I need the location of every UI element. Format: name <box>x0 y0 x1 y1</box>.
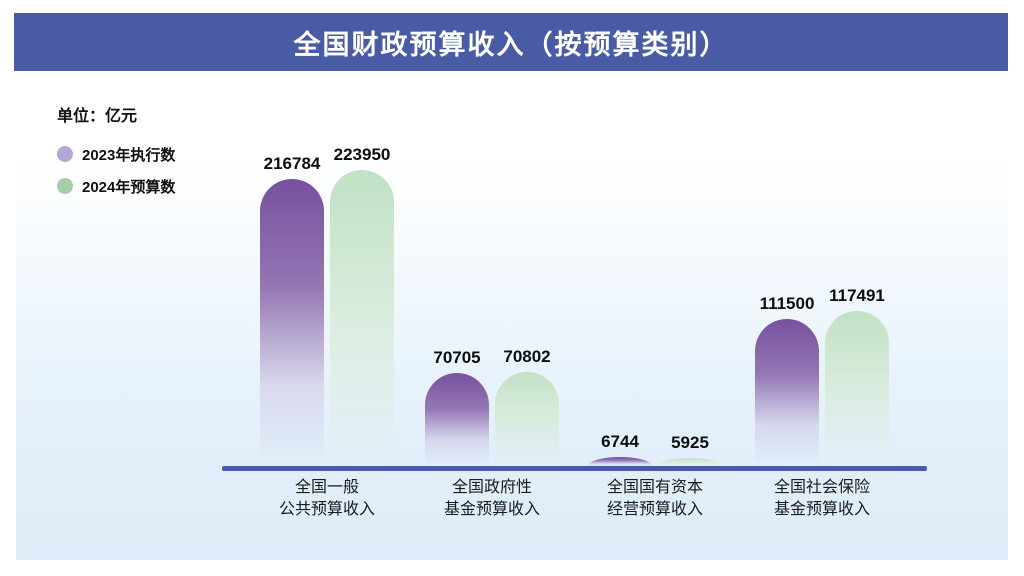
legend-swatch-2024-icon <box>57 178 73 194</box>
legend-label-2023: 2023年执行数 <box>82 146 176 164</box>
unit-label: 单位：亿元 <box>57 108 138 125</box>
bar-value-label: 6744 <box>601 432 639 451</box>
category-label: 全国社会保险 基金预算收入 <box>773 479 870 518</box>
bar-2023 <box>425 373 489 466</box>
bar-value-label: 216784 <box>263 154 321 173</box>
bar-value-label: 70705 <box>433 348 481 367</box>
bar-value-label: 117491 <box>829 286 885 305</box>
legend: 2023年执行数 2024年预算数 <box>57 145 175 209</box>
bar-value-label: 111500 <box>759 294 815 313</box>
bar-2023 <box>755 319 819 466</box>
legend-item-2024: 2024年预算数 <box>57 177 176 196</box>
x-axis-line <box>222 466 927 471</box>
bar-value-label: 5925 <box>671 433 709 452</box>
title-banner: 全国财政预算收入（按预算类别） <box>14 13 1008 71</box>
bar-2023 <box>588 457 652 466</box>
bar-2023 <box>260 179 324 466</box>
bar-2024 <box>825 311 889 466</box>
bar-2024 <box>658 458 722 466</box>
bar-2024 <box>495 372 559 466</box>
page-title: 全国财政预算收入（按预算类别） <box>293 29 729 60</box>
legend-label-2024: 2024年预算数 <box>82 178 176 196</box>
category-label: 全国一般 公共预算收入 <box>278 479 375 518</box>
category-label: 全国政府性 基金预算收入 <box>443 479 540 518</box>
bar-2024 <box>330 170 394 466</box>
category-label: 全国国有资本 经营预算收入 <box>606 479 703 518</box>
bar-value-label: 223950 <box>333 145 391 164</box>
bar-value-label: 70802 <box>503 347 551 366</box>
legend-item-2023: 2023年执行数 <box>57 145 176 164</box>
legend-swatch-2023-icon <box>57 146 73 162</box>
